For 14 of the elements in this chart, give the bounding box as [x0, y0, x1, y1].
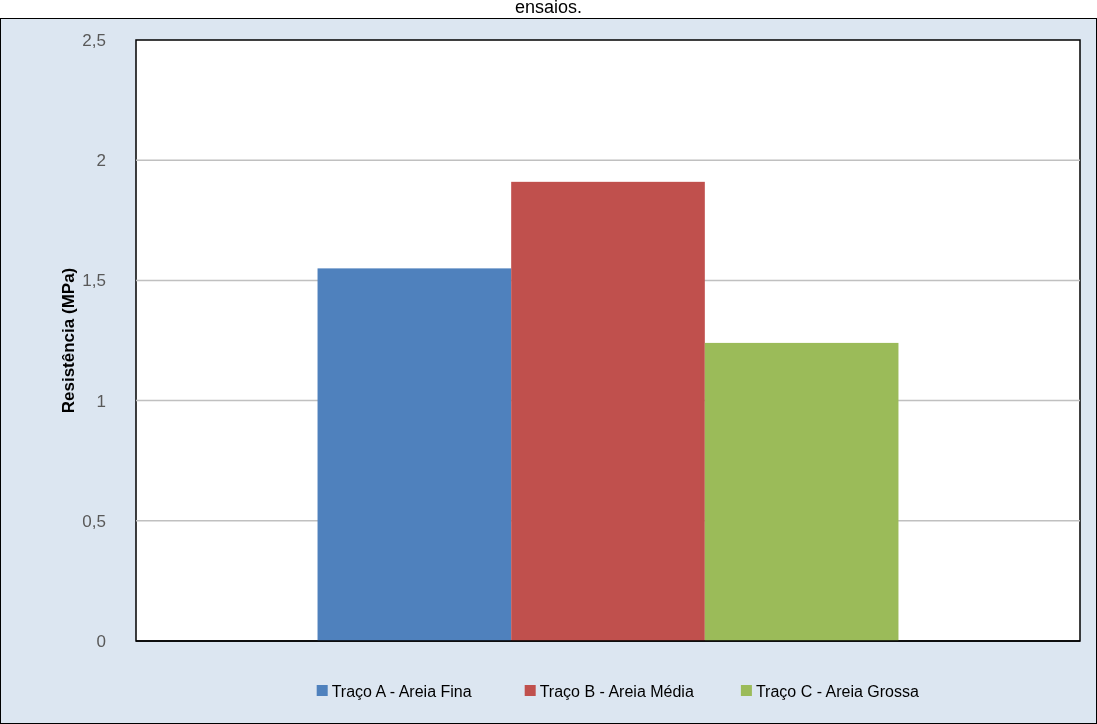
- y-axis-title: Resistência (MPa): [59, 267, 78, 414]
- y-tick-label: 2: [96, 151, 106, 171]
- chart-title: ensaios.: [514, 0, 583, 17]
- legend-label: Traço C - Areia Grossa: [755, 682, 920, 700]
- bar: [704, 342, 899, 641]
- y-tick-label: 0,5: [82, 511, 106, 531]
- y-tick-label: 1: [96, 391, 106, 411]
- y-tick-label: 1,5: [82, 271, 106, 291]
- y-tick-label: 0: [96, 631, 106, 651]
- bar: [317, 268, 512, 641]
- bar: [511, 181, 705, 641]
- legend-label: Traço B - Areia Média: [539, 682, 694, 700]
- y-tick-label: 2,5: [82, 30, 106, 50]
- legend-label: Traço A - Areia Fina: [331, 682, 472, 700]
